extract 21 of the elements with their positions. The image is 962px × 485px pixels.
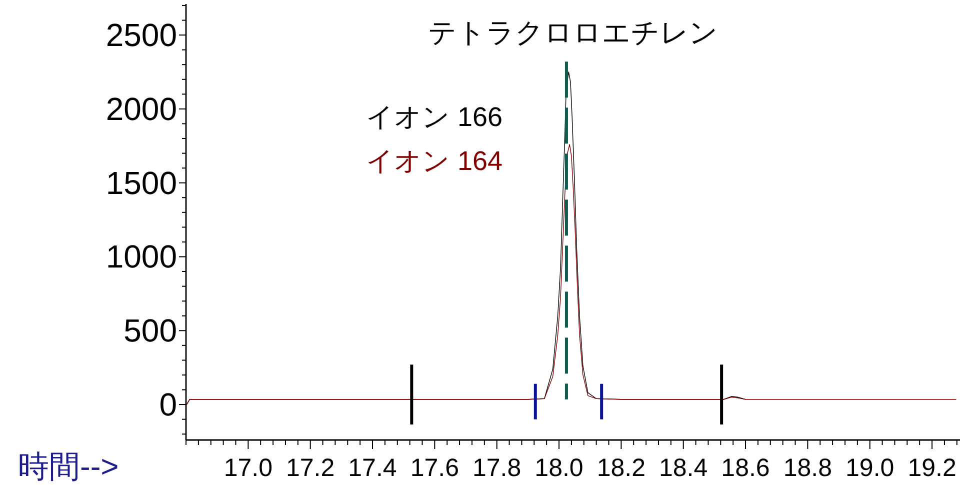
x-axis-title: 時間--> xyxy=(18,449,119,484)
x-tick-label: 18.6 xyxy=(721,454,770,482)
y-tick-label: 500 xyxy=(124,312,177,349)
y-tick-label: 1500 xyxy=(106,164,177,201)
x-tick-label: 19.2 xyxy=(908,454,956,482)
x-tick-label: 18.8 xyxy=(783,454,832,482)
y-tick-label: 1000 xyxy=(106,238,177,275)
x-tick-label: 17.2 xyxy=(286,454,335,482)
x-tick-label: 18.2 xyxy=(596,454,646,482)
x-tick-label: 19.0 xyxy=(846,454,894,482)
y-tick-label: 2000 xyxy=(106,90,177,127)
legend: イオン 166 イオン 164 xyxy=(366,102,503,176)
y-tick-label: 2500 xyxy=(106,17,177,54)
text: テトラクロロエチレン xyxy=(428,17,718,48)
x-tick-label: 17.0 xyxy=(224,454,273,482)
x-tick-label: 17.8 xyxy=(472,454,522,482)
x-tick-label: 18.4 xyxy=(659,454,708,482)
x-tick-label: 17.4 xyxy=(348,454,397,482)
x-tick-label: 18.0 xyxy=(534,454,584,482)
x-tick-label: 17.6 xyxy=(410,454,460,482)
y-tick-label: 0 xyxy=(159,386,177,423)
